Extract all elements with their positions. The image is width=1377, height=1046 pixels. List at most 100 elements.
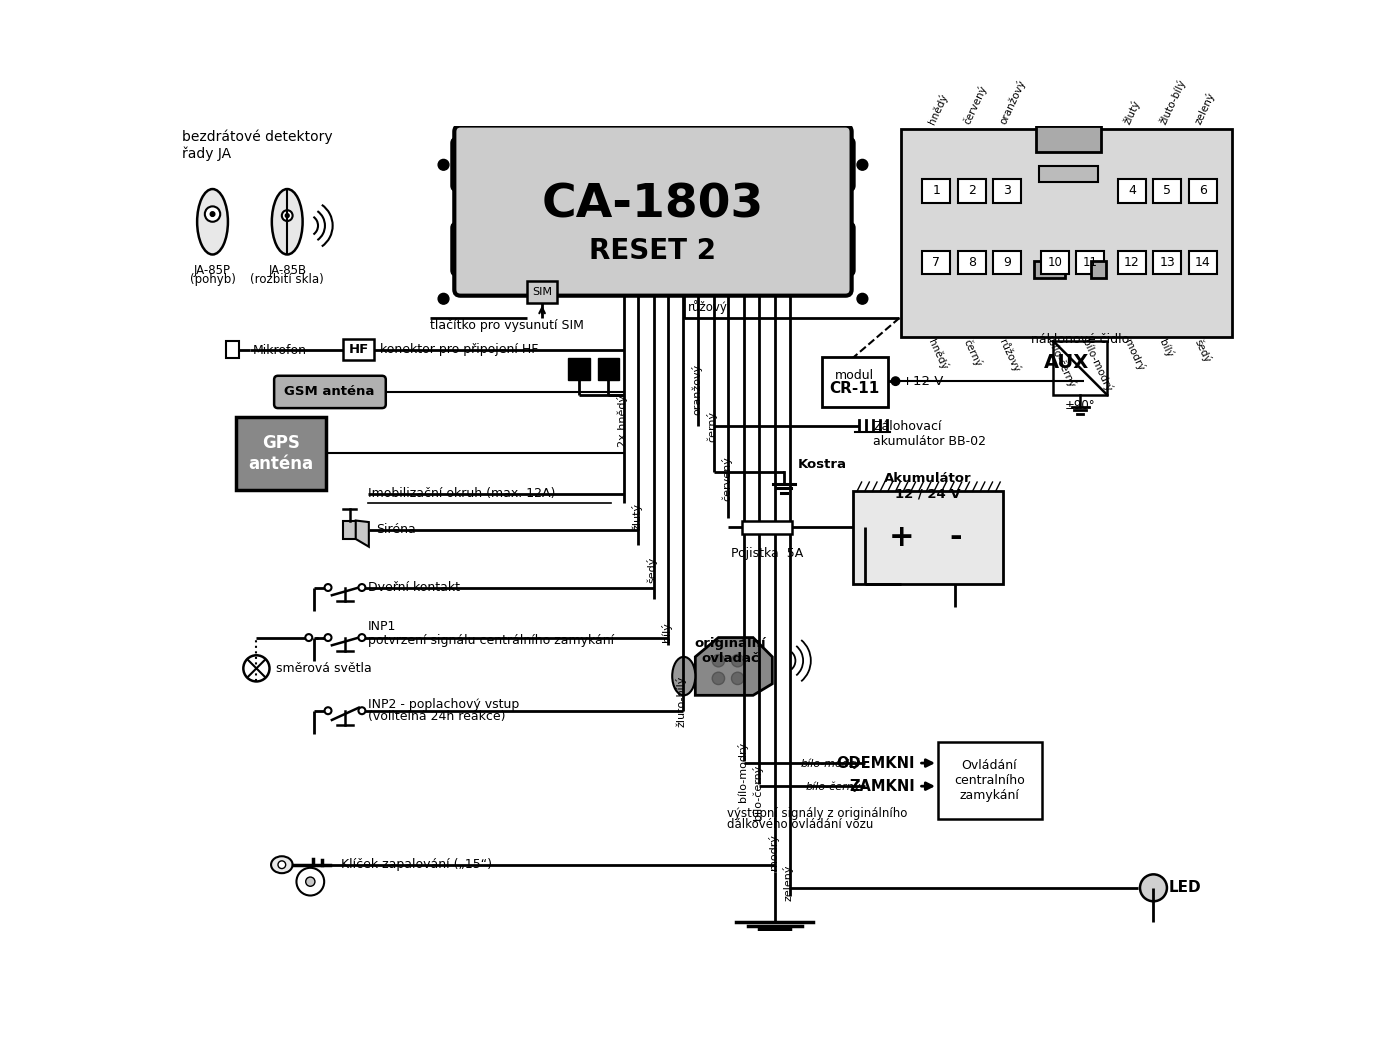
Text: modrý: modrý — [1122, 337, 1146, 372]
Text: šedý: šedý — [1192, 337, 1213, 364]
Text: GSM anténa: GSM anténa — [285, 385, 375, 399]
Text: 14: 14 — [1195, 256, 1210, 269]
Text: bezdrátové detektory
řady JA: bezdrátové detektory řady JA — [182, 130, 332, 161]
Text: 7: 7 — [932, 256, 940, 269]
Text: černý: černý — [706, 410, 717, 441]
Text: směrová světla: směrová světla — [275, 662, 372, 675]
Bar — [1118, 180, 1146, 203]
Text: náklonové čidlo: náklonové čidlo — [1031, 334, 1129, 346]
Text: HF: HF — [348, 343, 369, 356]
Bar — [1034, 262, 1064, 278]
Bar — [569, 358, 589, 380]
Bar — [958, 180, 986, 203]
Text: bílo-černý: bílo-černý — [806, 780, 861, 792]
Text: (pohyb): (pohyb) — [190, 273, 235, 287]
Text: zelený: zelený — [784, 865, 795, 902]
Bar — [742, 521, 792, 535]
Circle shape — [731, 655, 744, 667]
Text: bílý: bílý — [661, 622, 672, 642]
Text: modul: modul — [834, 369, 874, 382]
Text: ZAMKNI: ZAMKNI — [850, 778, 914, 794]
Circle shape — [278, 861, 285, 868]
Text: ODEMKNI: ODEMKNI — [836, 755, 914, 771]
Bar — [1091, 262, 1107, 278]
Text: Siréna: Siréna — [376, 523, 416, 537]
Circle shape — [244, 655, 270, 681]
FancyBboxPatch shape — [818, 139, 854, 190]
Text: Ovládání
centralního
zamykání: Ovládání centralního zamykání — [954, 758, 1024, 801]
Text: INP1: INP1 — [368, 620, 397, 633]
Text: 8: 8 — [968, 256, 976, 269]
Bar — [1077, 251, 1104, 274]
Circle shape — [306, 877, 315, 886]
Text: 4: 4 — [1128, 184, 1136, 198]
Bar — [854, 492, 1004, 584]
Text: JA-85P: JA-85P — [194, 265, 231, 277]
Bar — [1036, 126, 1102, 153]
Circle shape — [296, 868, 324, 895]
Text: oranžový: oranžový — [691, 364, 702, 415]
Text: oranžový: oranžový — [997, 77, 1027, 126]
Ellipse shape — [271, 857, 292, 873]
Text: (rozbití skla): (rozbití skla) — [251, 273, 324, 287]
Circle shape — [211, 211, 215, 217]
Text: zelený: zelený — [1192, 90, 1217, 126]
Circle shape — [285, 213, 289, 218]
Text: +: + — [888, 523, 914, 552]
Text: AUX: AUX — [1044, 353, 1089, 371]
Text: černý: černý — [961, 337, 985, 368]
Text: růžový: růžový — [687, 300, 727, 314]
Text: 13: 13 — [1159, 256, 1175, 269]
Bar — [598, 358, 620, 380]
Text: 1: 1 — [932, 184, 940, 198]
Text: Zálohovací
akumulátor BB-02: Zálohovací akumulátor BB-02 — [873, 419, 986, 448]
FancyBboxPatch shape — [818, 223, 854, 275]
Text: (volitelná 24h reakce): (volitelná 24h reakce) — [368, 710, 505, 724]
Bar — [526, 281, 558, 302]
Text: tlačítko pro vysunutí SIM: tlačítko pro vysunutí SIM — [430, 319, 584, 333]
Text: INP2 - poplachový vstup: INP2 - poplachový vstup — [368, 698, 519, 711]
Circle shape — [282, 210, 292, 221]
Text: bílo-modrý: bílo-modrý — [1081, 337, 1114, 393]
Circle shape — [306, 634, 313, 641]
Text: potvrzení signálu centrálního zamykání: potvrzení signálu centrálního zamykání — [368, 634, 614, 647]
Bar — [901, 130, 1232, 337]
Text: CA-1803: CA-1803 — [541, 182, 764, 227]
Text: výstupní signály z originálního: výstupní signály z originálního — [727, 806, 907, 820]
Bar — [1038, 166, 1097, 182]
Text: červený: červený — [722, 457, 733, 501]
Text: Akumulátor
12 / 24 V: Akumulátor 12 / 24 V — [884, 472, 972, 500]
Text: Klíček zapalování („15“): Klíček zapalování („15“) — [341, 858, 492, 871]
Text: růžový: růžový — [997, 337, 1022, 373]
FancyBboxPatch shape — [452, 223, 489, 275]
Text: 12: 12 — [1124, 256, 1140, 269]
Bar — [923, 251, 950, 274]
Text: červený: červený — [961, 83, 990, 126]
Circle shape — [438, 293, 449, 304]
Bar — [343, 521, 355, 539]
Text: 6: 6 — [1199, 184, 1206, 198]
Circle shape — [712, 673, 724, 684]
Circle shape — [325, 707, 332, 714]
Circle shape — [856, 293, 868, 304]
Text: 10: 10 — [1048, 256, 1062, 269]
Text: CR-11: CR-11 — [829, 382, 880, 396]
Circle shape — [731, 673, 744, 684]
Bar — [1041, 251, 1069, 274]
Text: hnědý: hnědý — [927, 337, 950, 371]
Bar — [938, 742, 1042, 819]
Bar — [235, 416, 326, 490]
Circle shape — [325, 584, 332, 591]
Circle shape — [891, 377, 899, 385]
Text: SIM: SIM — [532, 287, 552, 297]
Bar — [226, 341, 240, 358]
Circle shape — [325, 634, 332, 641]
Bar — [822, 357, 888, 407]
Text: 9: 9 — [1004, 256, 1011, 269]
Text: Pojistka  5A: Pojistka 5A — [731, 547, 803, 561]
Text: Mikrofon: Mikrofon — [252, 344, 307, 357]
Text: žluto-bílý: žluto-bílý — [676, 676, 687, 727]
Circle shape — [856, 159, 868, 170]
Bar — [1154, 180, 1181, 203]
FancyBboxPatch shape — [274, 376, 386, 408]
